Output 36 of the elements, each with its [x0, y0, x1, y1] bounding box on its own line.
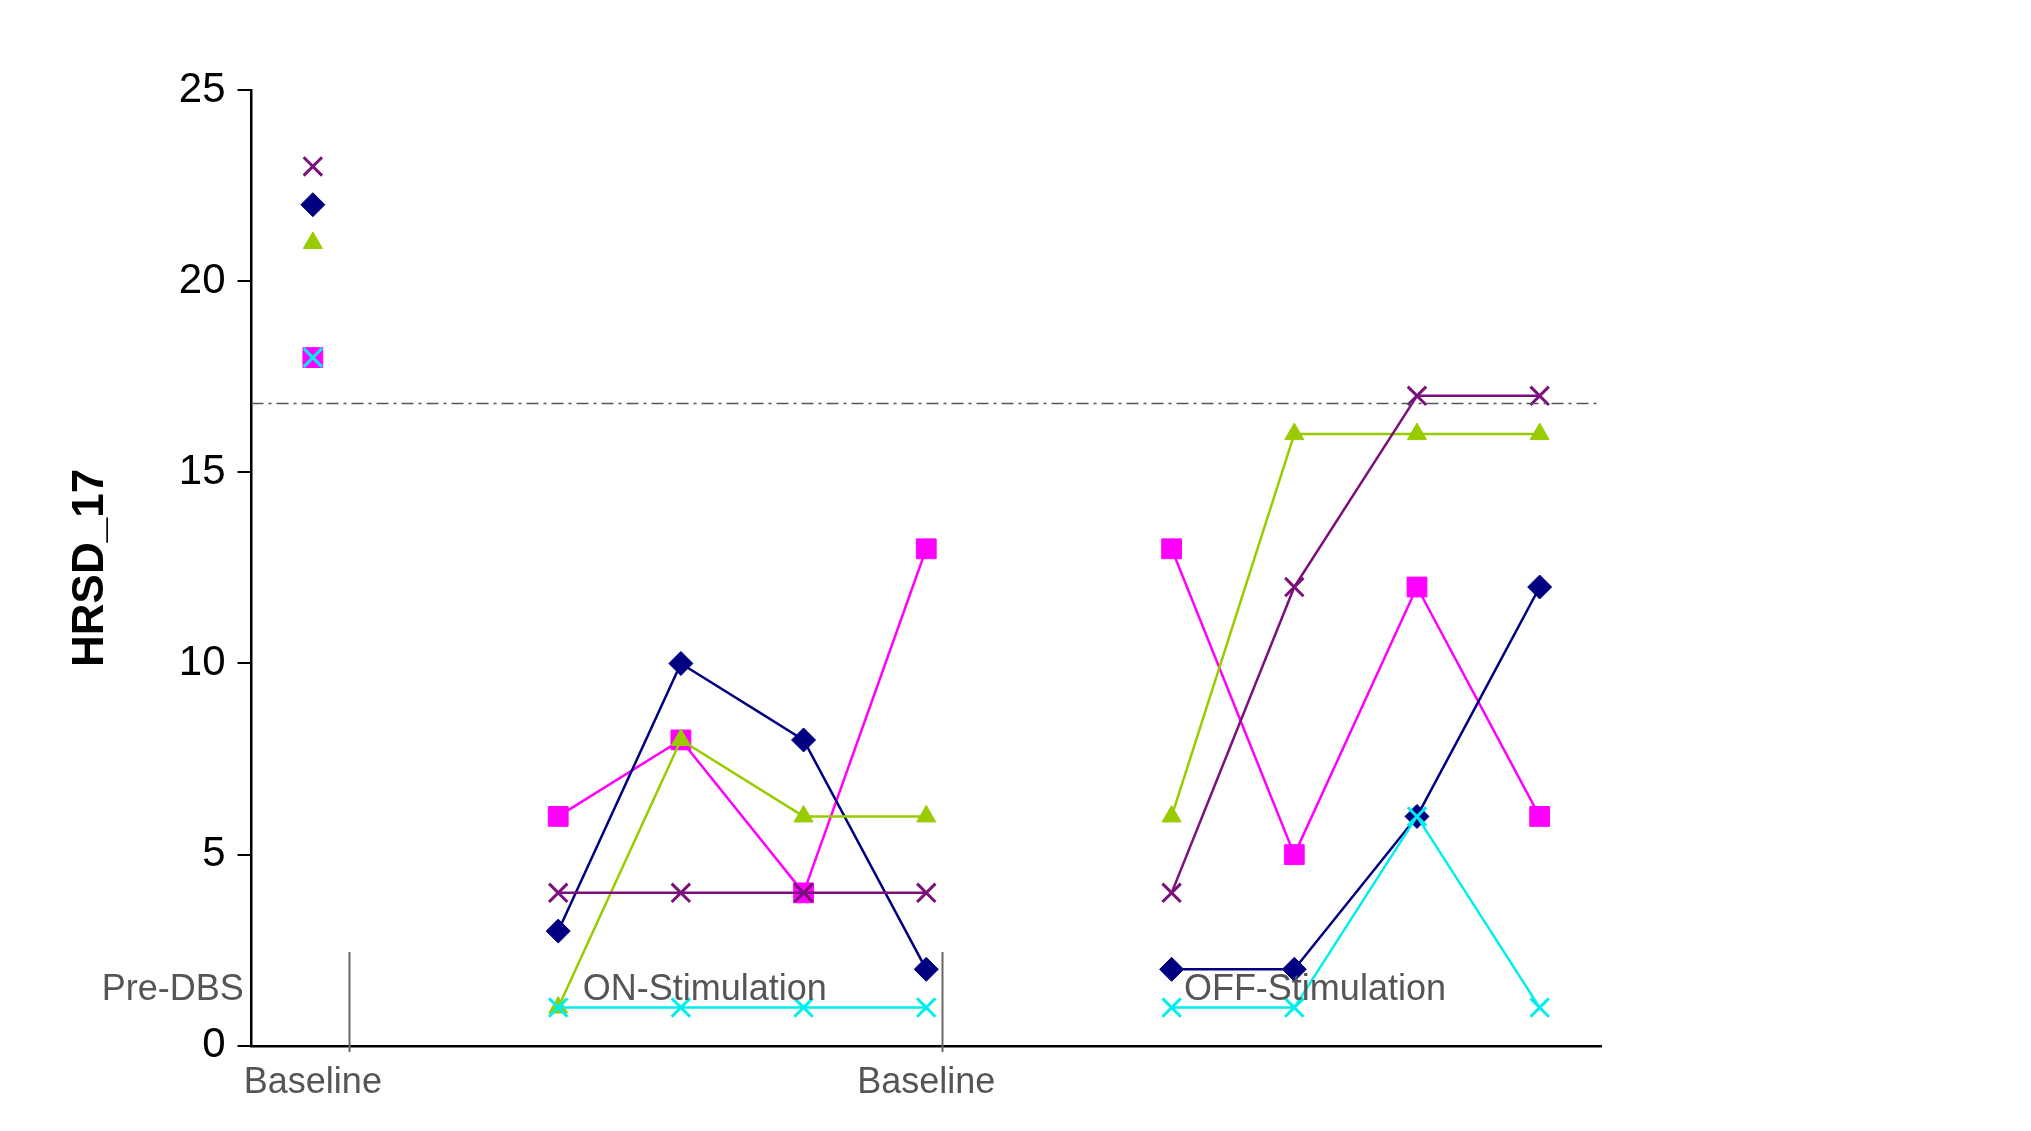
y-tick-label: 5	[202, 828, 226, 876]
point	[791, 727, 817, 753]
point	[547, 882, 569, 904]
point	[1283, 844, 1305, 866]
y-tick-label: 0	[202, 1019, 226, 1067]
point	[913, 956, 939, 982]
x-tick-label: Baseline	[243, 1060, 382, 1102]
point	[302, 155, 324, 178]
x-tick-label: Baseline	[857, 1060, 996, 1102]
point	[1528, 996, 1551, 1019]
point	[915, 996, 937, 1019]
point	[668, 650, 694, 676]
point	[670, 882, 692, 904]
point	[915, 538, 937, 560]
point	[1159, 956, 1185, 982]
point	[915, 882, 937, 904]
point	[1160, 882, 1183, 904]
point	[1160, 996, 1183, 1019]
point	[1528, 385, 1551, 407]
y-axis-title: HRSD_17	[62, 468, 112, 667]
point	[547, 996, 569, 1019]
y-tick-label: 10	[178, 637, 226, 685]
y-tick-label: 20	[178, 254, 226, 302]
point	[547, 806, 569, 827]
point	[1283, 576, 1305, 598]
point	[1527, 574, 1553, 600]
annotation: ON-Stimulation	[582, 967, 827, 1009]
point	[1529, 806, 1551, 827]
point	[545, 918, 571, 944]
point	[1161, 538, 1183, 560]
point	[300, 192, 326, 218]
y-tick-label: 15	[178, 445, 226, 493]
point	[1406, 576, 1428, 598]
point	[1406, 385, 1428, 407]
y-tick-label: 25	[178, 63, 226, 111]
text: Pre-DBS	[101, 967, 244, 1009]
